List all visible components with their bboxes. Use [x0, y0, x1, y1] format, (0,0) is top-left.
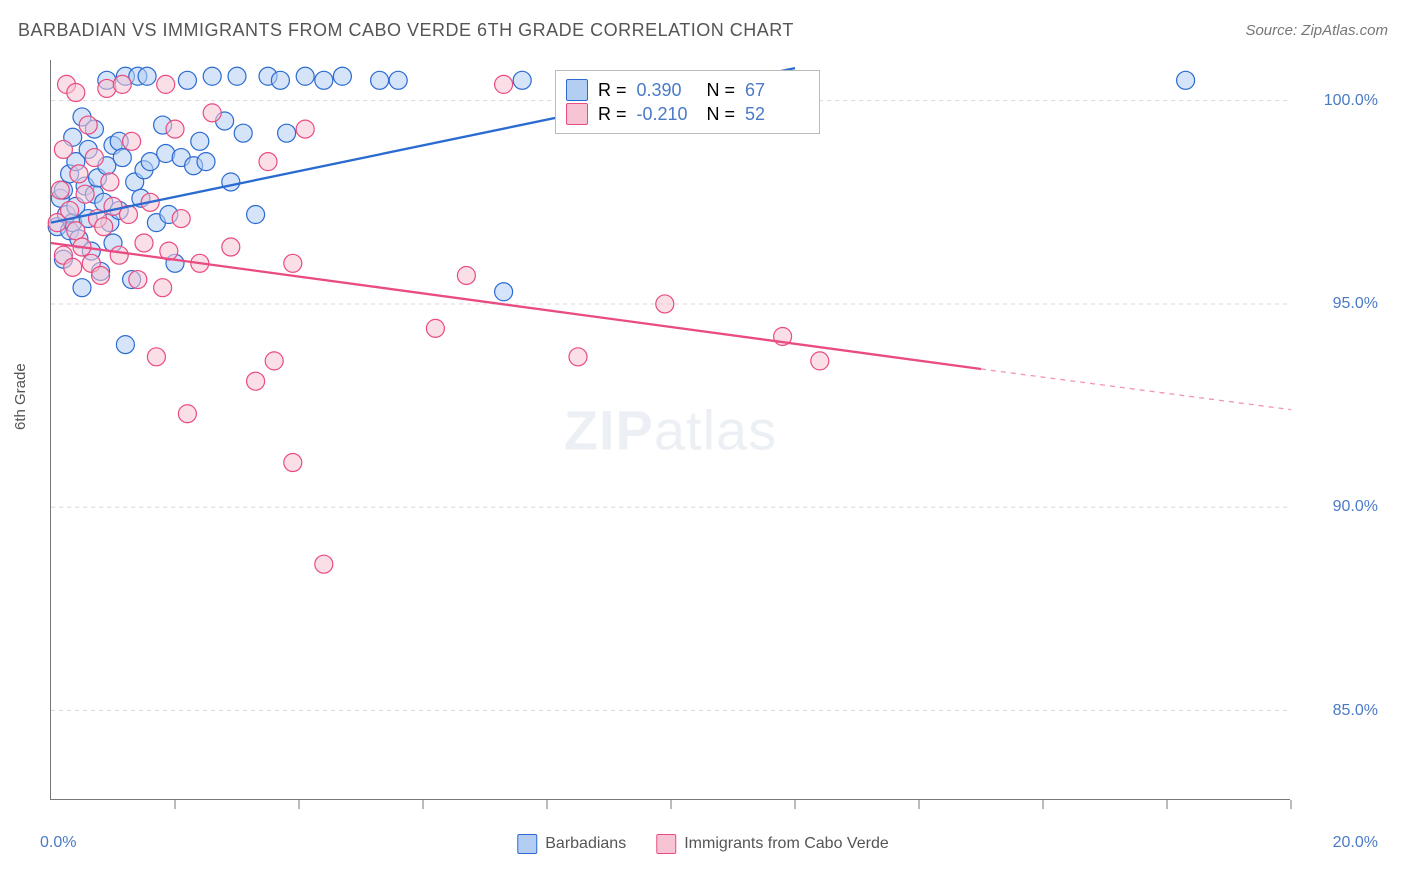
series-a-label: Barbadians	[545, 835, 626, 853]
x-tick-max: 20.0%	[1333, 834, 1378, 852]
r-label: R =	[598, 104, 627, 125]
legend-item-series-b: Immigrants from Cabo Verde	[656, 834, 889, 854]
series-a-swatch-icon	[517, 834, 537, 854]
legend-item-series-a: Barbadians	[517, 834, 626, 854]
y-tick-label: 100.0%	[1324, 92, 1378, 110]
n-label: N =	[707, 80, 736, 101]
series-b-r-value: -0.210	[637, 104, 697, 125]
chart-title: BARBADIAN VS IMMIGRANTS FROM CABO VERDE …	[18, 20, 794, 41]
series-b-label: Immigrants from Cabo Verde	[684, 835, 889, 853]
series-a-swatch	[566, 79, 588, 101]
y-axis-label: 6th Grade	[12, 363, 29, 430]
stats-row-series-b: R = -0.210 N = 52	[566, 103, 805, 125]
series-a-n-value: 67	[745, 80, 805, 101]
bottom-legend: Barbadians Immigrants from Cabo Verde	[517, 834, 888, 854]
source-credit: Source: ZipAtlas.com	[1245, 22, 1388, 39]
series-a-r-value: 0.390	[637, 80, 697, 101]
series-b-swatch	[566, 103, 588, 125]
series-b-n-value: 52	[745, 104, 805, 125]
y-tick-label: 95.0%	[1333, 295, 1378, 313]
stats-legend: R = 0.390 N = 67 R = -0.210 N = 52	[555, 70, 820, 134]
stats-row-series-a: R = 0.390 N = 67	[566, 79, 805, 101]
y-tick-label: 85.0%	[1333, 702, 1378, 720]
plot-area: ZIPatlas	[50, 60, 1290, 800]
r-label: R =	[598, 80, 627, 101]
chart-container: BARBADIAN VS IMMIGRANTS FROM CABO VERDE …	[0, 0, 1406, 892]
plot-svg	[51, 60, 1291, 800]
n-label: N =	[707, 104, 736, 125]
x-tick-min: 0.0%	[40, 834, 76, 852]
y-tick-label: 90.0%	[1333, 498, 1378, 516]
series-b-swatch-icon	[656, 834, 676, 854]
